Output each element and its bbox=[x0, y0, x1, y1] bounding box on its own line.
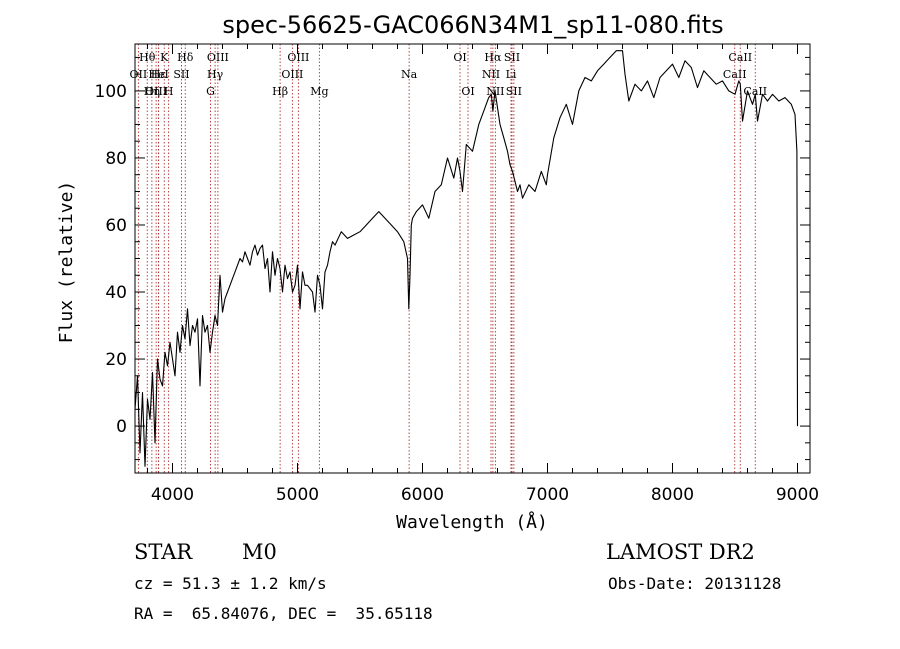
line-label: OIII bbox=[281, 68, 303, 81]
x-tick-label: 5000 bbox=[276, 485, 319, 505]
spectrum-line bbox=[134, 50, 799, 467]
line-label: NII bbox=[482, 68, 500, 81]
y-tick-label: 40 bbox=[105, 283, 127, 303]
line-label: OIII bbox=[287, 51, 309, 64]
y-tick-label: 0 bbox=[116, 417, 127, 437]
line-label: Hη bbox=[144, 85, 160, 98]
line-label: SII bbox=[173, 68, 189, 81]
chart-title: spec-56625-GAC066N34M1_sp11-080.fits bbox=[222, 11, 723, 39]
y-axis-label: Flux (relative) bbox=[56, 181, 77, 344]
line-label: Hδ bbox=[177, 51, 194, 64]
coordinates: RA = 65.84076, DEC = 35.65118 bbox=[134, 604, 433, 623]
line-label: Mg bbox=[310, 85, 328, 98]
line-label: Hθ bbox=[139, 51, 156, 64]
y-tick-label: 60 bbox=[105, 216, 127, 236]
object-type: STAR bbox=[134, 540, 193, 564]
line-label: Hγ bbox=[207, 68, 224, 81]
redshift-velocity: cz = 51.3 ± 1.2 km/s bbox=[134, 574, 327, 593]
plot-frame bbox=[134, 43, 811, 474]
line-label: OI bbox=[453, 51, 466, 64]
line-label: OI bbox=[461, 85, 474, 98]
line-label: Li bbox=[506, 68, 517, 81]
x-axis-label: Wavelength (Å) bbox=[396, 511, 548, 533]
line-label: Hα bbox=[484, 51, 502, 64]
line-label: CaII bbox=[728, 51, 752, 64]
line-label: SII bbox=[504, 51, 520, 64]
x-tick-label: 8000 bbox=[651, 485, 694, 505]
survey-name: LAMOST DR2 bbox=[606, 540, 755, 564]
y-tick-label: 20 bbox=[105, 350, 127, 370]
line-label: Hβ bbox=[272, 85, 288, 98]
line-label: OIII bbox=[207, 51, 229, 64]
line-label: K bbox=[160, 51, 169, 64]
y-tick-label: 100 bbox=[95, 82, 127, 102]
line-label: HeI bbox=[148, 68, 168, 81]
line-label: G bbox=[206, 85, 215, 98]
line-label: SII bbox=[506, 85, 522, 98]
spectral-subclass: M0 bbox=[242, 540, 277, 564]
x-tick-label: 4000 bbox=[151, 485, 194, 505]
x-tick-label: 6000 bbox=[401, 485, 444, 505]
line-label: OIII bbox=[145, 85, 167, 98]
line-label: CaII bbox=[723, 68, 747, 81]
line-label: Hε bbox=[151, 68, 167, 81]
observation-date: Obs-Date: 20131128 bbox=[608, 574, 782, 593]
x-tick-label: 7000 bbox=[526, 485, 569, 505]
x-tick-label: 9000 bbox=[776, 485, 819, 505]
line-label: Na bbox=[401, 68, 418, 81]
axis-tick-labels: 4000 5000 6000 7000 8000 9000 0 20 40 60 80 100 bbox=[95, 82, 820, 505]
y-tick-label: 80 bbox=[105, 149, 127, 169]
emission-line-markers bbox=[137, 44, 756, 473]
axis-ticks bbox=[135, 44, 810, 473]
line-label: H bbox=[164, 85, 174, 98]
